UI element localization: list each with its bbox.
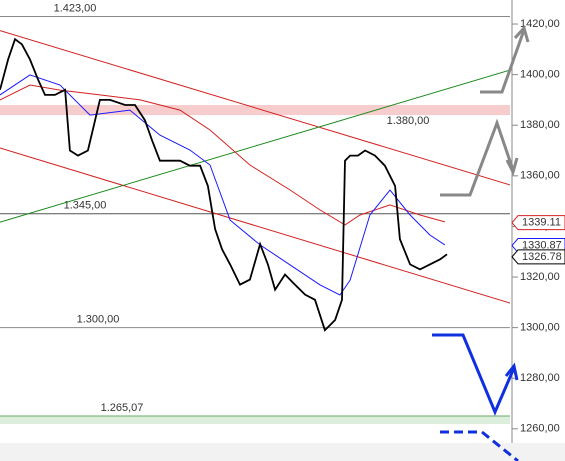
projection-gray [480,29,526,94]
y-tick-label: 1360,00 [520,170,560,182]
arrow-head [513,24,530,43]
projection-blue [432,333,516,416]
y-tick-label: 1260,00 [520,423,560,435]
arrow-head [504,362,519,381]
level-label: 1.300,00 [77,314,120,326]
y-tick-label: 1280,00 [520,372,560,384]
price-badge [511,249,565,265]
trendline [0,147,511,304]
projection-gray [440,118,515,197]
y-tick-label: 1380,00 [520,119,560,131]
projection-dashed [440,430,519,461]
level-label: 1.423,00 [54,2,97,14]
y-tick-label: 1300,00 [520,322,560,334]
level-band [0,416,510,425]
trendline [0,69,511,223]
level-label: 1.265,07 [101,402,144,414]
plot: 1.423,00 1.345,00 1.300,00 1.265,07 1.380,00 [0,2,511,425]
price-line [0,84,446,226]
x-axis-bar [0,443,565,461]
price-badge-label: 1330.87 [522,239,562,251]
price-line [0,37,448,332]
annotation: 1.380,00 [387,115,430,127]
y-tick-label: 1320,00 [520,271,560,283]
zone [0,104,510,116]
trendline [0,30,511,186]
y-tick-label: 1400,00 [520,69,560,81]
price-badge-label: 1339.11 [522,217,561,229]
projection-arrows [432,24,530,461]
arrow-head [505,157,519,177]
price-badge [511,215,565,231]
level-label: 1.345,00 [64,200,107,212]
price-badge-label: 1326.78 [522,251,562,263]
y-tick-label: 1420,00 [520,18,560,30]
